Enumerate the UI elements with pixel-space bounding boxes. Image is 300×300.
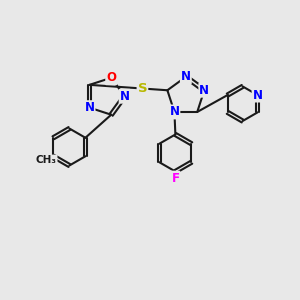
Text: S: S [138, 82, 147, 95]
Text: F: F [171, 172, 179, 184]
Text: N: N [253, 88, 262, 102]
Text: N: N [85, 101, 94, 114]
Text: N: N [181, 70, 191, 83]
Text: N: N [199, 84, 209, 97]
Text: N: N [169, 106, 179, 118]
Text: N: N [120, 90, 130, 103]
Text: CH₃: CH₃ [36, 155, 57, 165]
Text: O: O [106, 71, 116, 84]
